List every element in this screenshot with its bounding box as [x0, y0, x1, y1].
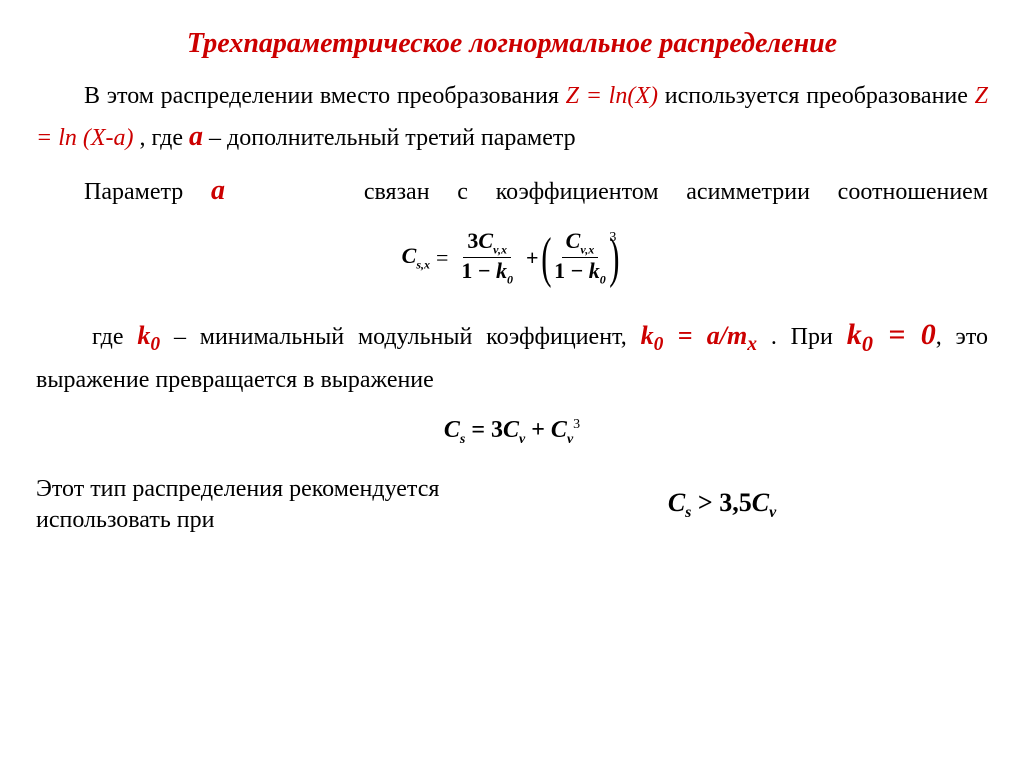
eq1-power: 3	[609, 230, 616, 246]
p2-lead: Параметр	[84, 179, 211, 205]
p3-k0: k	[137, 321, 150, 350]
eq3-lhs: C	[668, 488, 685, 517]
p1-after: , где	[140, 125, 190, 151]
eq1-f2-sub: v,x	[580, 242, 594, 256]
eq3-rhs-sub: v	[769, 504, 776, 521]
eq2-lhs-sub: s	[460, 432, 465, 447]
p1-z-eq1: Z = ln(X)	[566, 83, 658, 109]
p3-after: . При	[771, 324, 847, 350]
eq2-cv2-sub: v	[567, 432, 573, 447]
paragraph-3: где k0 – минимальный модульный коэффицие…	[36, 312, 988, 399]
eq2-eq: = 3	[471, 417, 503, 443]
eq1-f2-den-var: k	[589, 258, 600, 283]
eq1-lparen: (	[541, 233, 551, 283]
p3-mid: – минимальный модульный коэффициент,	[174, 324, 641, 350]
eq3-rhs: C	[752, 488, 769, 517]
eq1-f1-var: C	[478, 228, 493, 253]
p3-mx-sub: x	[747, 334, 757, 355]
eq1-f1-coeff: 3	[467, 228, 478, 253]
eq2-cv1: C	[503, 417, 519, 443]
p3-k0-sub: 0	[150, 334, 160, 355]
eq2-lhs: C	[444, 417, 460, 443]
eq1-plus: +	[526, 245, 539, 271]
eq3-op: > 3,5	[698, 488, 752, 517]
slide-title: Трехпараметрическое логнормальное распре…	[36, 28, 988, 60]
eq1-f2-den-sub: 0	[600, 273, 606, 287]
p1-lead: В этом распределении вместо преобразован…	[84, 83, 566, 109]
bottom-row: Этот тип распределения рекомендуется исп…	[36, 474, 988, 536]
p3-lead: где	[92, 324, 137, 350]
p2-tail: связан с коэффициентом асимметрии соотно…	[364, 179, 988, 205]
paragraph-1: В этом распределении вместо преобразован…	[36, 78, 988, 159]
eq1-f1-sub: v,x	[493, 242, 507, 256]
equation-1: Cs,x = 3Cv,x 1 − k0 + ( Cv,x 1 − k0 ) 3	[36, 230, 988, 286]
p1-mid: используется преобразование	[665, 83, 975, 109]
p3-k0-3-sub: 0	[862, 331, 873, 356]
eq2-cv2: C	[551, 417, 567, 443]
p3-k0-2: k	[641, 321, 654, 350]
eq1-f2-den-lead: 1 −	[554, 258, 589, 283]
paragraph-2: Параметр а связан с коэффициентом асимме…	[36, 169, 988, 212]
eq2-plus: +	[531, 417, 551, 443]
eq1-lhs-sub: s,x	[416, 258, 430, 272]
bottom-text: Этот тип распределения рекомендуется исп…	[36, 474, 456, 536]
eq1-frac2: Cv,x 1 − k0	[550, 230, 610, 286]
eq2-cv1-sub: v	[519, 432, 525, 447]
eq1-frac1: 3Cv,x 1 − k0	[457, 230, 517, 286]
eq1-lhs: C	[402, 243, 417, 268]
eq1-f1-den-var: k	[496, 258, 507, 283]
eq3-lhs-sub: s	[685, 504, 691, 521]
equation-2: Cs = 3Cv + Cv3	[36, 417, 988, 448]
p2-a: а	[211, 175, 225, 206]
p3-k0-2-sub: 0	[654, 334, 664, 355]
eq1-f2-var: C	[566, 228, 581, 253]
p1-tail: – дополнительный третий параметр	[209, 125, 576, 151]
p3-k0-3: k	[847, 318, 862, 351]
eq1-f1-den-sub: 0	[507, 273, 513, 287]
p3-amx: = a/m	[663, 321, 747, 350]
p3-eq0: = 0	[873, 318, 936, 351]
eq1-f1-den-lead: 1 −	[461, 258, 496, 283]
equation-3: Cs > 3,5Cv	[456, 488, 988, 522]
eq2-power: 3	[573, 417, 580, 432]
p1-a: а	[189, 121, 203, 152]
eq1-equals: =	[436, 245, 448, 271]
